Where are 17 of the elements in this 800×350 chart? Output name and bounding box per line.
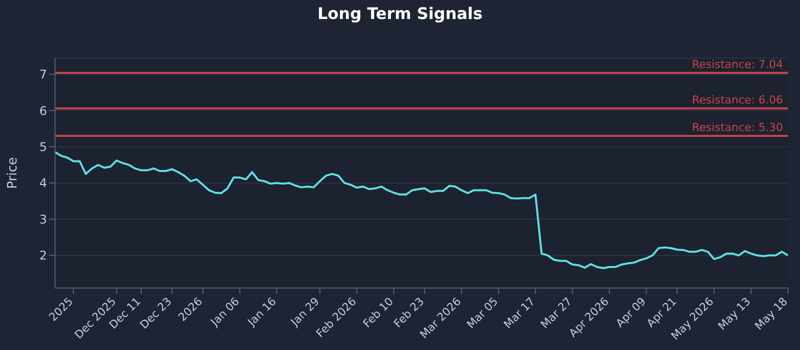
ref-line-label: Resistance: 5.30: [692, 120, 783, 134]
chart-title: Long Term Signals: [316, 4, 484, 23]
ref-line-label: Resistance: 7.04: [692, 58, 783, 71]
y-tick-label: 2: [39, 248, 47, 263]
x-tick-label: Jan 29: [288, 294, 322, 330]
y-tick-label: 4: [39, 176, 47, 190]
line-series: [55, 151, 788, 270]
ref-line-label: Resistance: 6.06: [692, 93, 783, 106]
y-tick-label: 7: [39, 68, 47, 82]
y-axis-title: Price: [6, 157, 21, 189]
x-tick-label: Jan 06: [208, 294, 242, 330]
y-tick-label: 6: [39, 104, 47, 118]
x-tick-label: Mar 17: [501, 294, 538, 332]
y-tick-label: 3: [39, 212, 47, 226]
y-tick-label: 5: [39, 140, 47, 154]
x-tick-label: Jan 16: [244, 294, 279, 330]
x-tick-label: Mar 05: [464, 294, 501, 332]
